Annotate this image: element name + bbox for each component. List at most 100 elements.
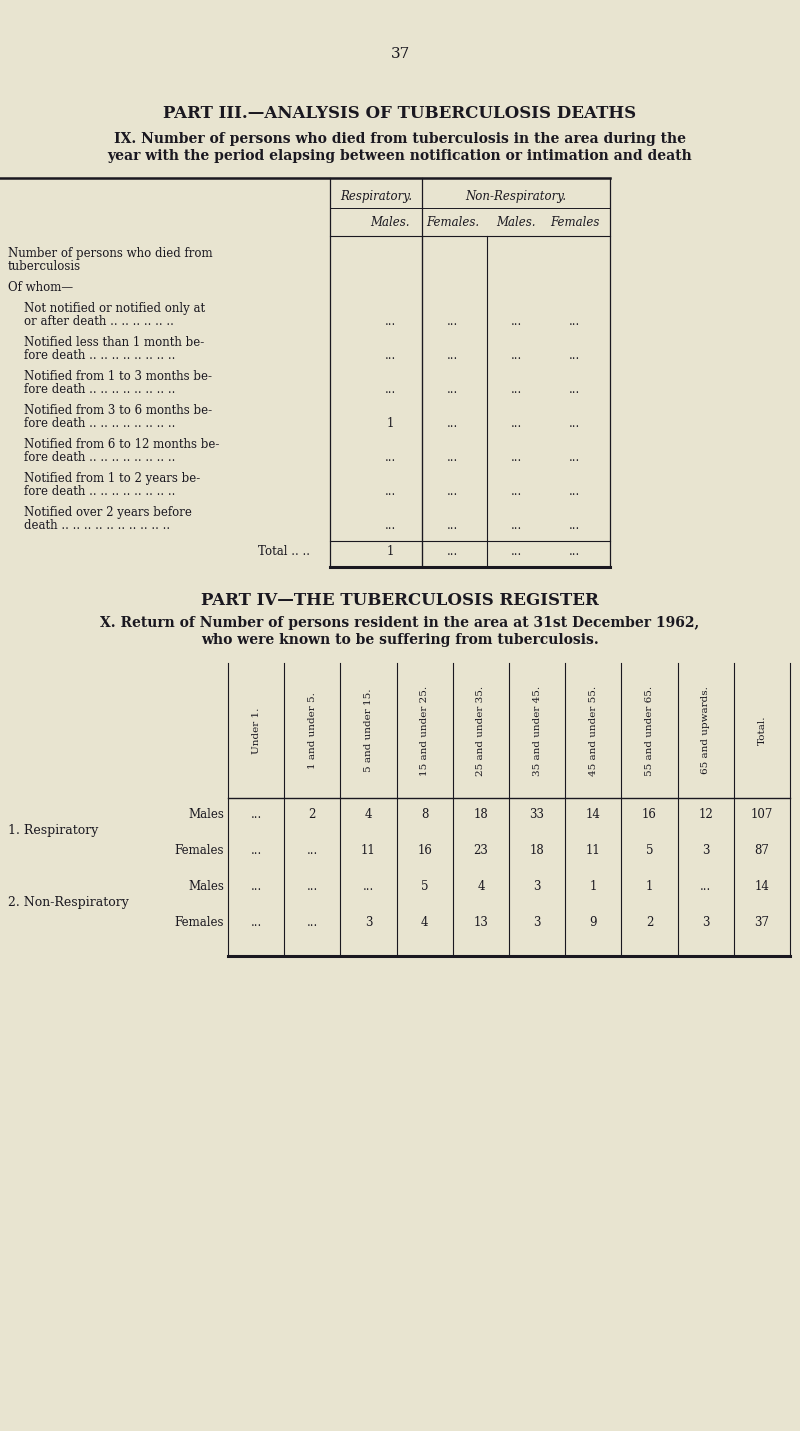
Text: fore death .. .. .. .. .. .. .. ..: fore death .. .. .. .. .. .. .. .. [24, 349, 175, 362]
Text: ...: ... [570, 485, 581, 498]
Text: ...: ... [250, 844, 262, 857]
Text: 55 and under 65.: 55 and under 65. [645, 685, 654, 776]
Text: Number of persons who died from: Number of persons who died from [8, 248, 213, 260]
Text: 23: 23 [474, 844, 488, 857]
Text: ...: ... [510, 384, 522, 396]
Text: ...: ... [510, 485, 522, 498]
Text: 25 and under 35.: 25 and under 35. [477, 685, 486, 776]
Text: ...: ... [447, 384, 458, 396]
Text: ...: ... [510, 315, 522, 328]
Text: 5 and under 15.: 5 and under 15. [364, 688, 373, 773]
Text: ...: ... [570, 384, 581, 396]
Text: PART IV—THE TUBERCULOSIS REGISTER: PART IV—THE TUBERCULOSIS REGISTER [201, 592, 599, 610]
Text: 2. Non-Respiratory: 2. Non-Respiratory [8, 896, 129, 909]
Text: 16: 16 [418, 844, 432, 857]
Text: ...: ... [570, 315, 581, 328]
Text: Notified from 1 to 2 years be-: Notified from 1 to 2 years be- [24, 472, 200, 485]
Text: 35 and under 45.: 35 and under 45. [533, 685, 542, 776]
Text: Males.: Males. [496, 216, 536, 229]
Text: 4: 4 [365, 809, 372, 821]
Text: 11: 11 [586, 844, 601, 857]
Text: 1: 1 [646, 880, 653, 893]
Text: 18: 18 [474, 809, 488, 821]
Text: PART III.—ANALYSIS OF TUBERCULOSIS DEATHS: PART III.—ANALYSIS OF TUBERCULOSIS DEATH… [163, 104, 637, 122]
Text: fore death .. .. .. .. .. .. .. ..: fore death .. .. .. .. .. .. .. .. [24, 485, 175, 498]
Text: ...: ... [510, 451, 522, 464]
Text: 5: 5 [646, 844, 654, 857]
Text: Notified less than 1 month be-: Notified less than 1 month be- [24, 336, 204, 349]
Text: 1. Respiratory: 1. Respiratory [8, 824, 98, 837]
Text: fore death .. .. .. .. .. .. .. ..: fore death .. .. .. .. .. .. .. .. [24, 416, 175, 429]
Text: ...: ... [570, 349, 581, 362]
Text: ...: ... [384, 519, 396, 532]
Text: Respiratory.: Respiratory. [340, 190, 412, 203]
Text: 45 and under 55.: 45 and under 55. [589, 685, 598, 776]
Text: ...: ... [447, 519, 458, 532]
Text: death .. .. .. .. .. .. .. .. .. ..: death .. .. .. .. .. .. .. .. .. .. [24, 519, 170, 532]
Text: Females.: Females. [426, 216, 479, 229]
Text: ...: ... [447, 416, 458, 429]
Text: ...: ... [570, 451, 581, 464]
Text: 37: 37 [390, 47, 410, 62]
Text: ...: ... [384, 451, 396, 464]
Text: Males: Males [188, 809, 224, 821]
Text: ...: ... [570, 519, 581, 532]
Text: 13: 13 [474, 916, 488, 929]
Text: Total.: Total. [758, 716, 766, 746]
Text: Notified from 3 to 6 months be-: Notified from 3 to 6 months be- [24, 404, 212, 416]
Text: 1: 1 [386, 416, 394, 429]
Text: 8: 8 [421, 809, 428, 821]
Text: 2: 2 [309, 809, 316, 821]
Text: Males.: Males. [370, 216, 410, 229]
Text: 14: 14 [586, 809, 601, 821]
Text: ...: ... [447, 451, 458, 464]
Text: 3: 3 [534, 880, 541, 893]
Text: ...: ... [250, 916, 262, 929]
Text: 9: 9 [590, 916, 597, 929]
Text: 87: 87 [754, 844, 770, 857]
Text: ...: ... [306, 916, 318, 929]
Text: ...: ... [510, 416, 522, 429]
Text: or after death .. .. .. .. .. ..: or after death .. .. .. .. .. .. [24, 315, 174, 328]
Text: Males: Males [188, 880, 224, 893]
Text: ...: ... [250, 809, 262, 821]
Text: 18: 18 [530, 844, 545, 857]
Text: 33: 33 [530, 809, 545, 821]
Text: IX. Number of persons who died from tuberculosis in the area during the: IX. Number of persons who died from tube… [114, 132, 686, 146]
Text: ...: ... [700, 880, 711, 893]
Text: ...: ... [447, 315, 458, 328]
Text: 65 and upwards.: 65 and upwards. [701, 687, 710, 774]
Text: 14: 14 [754, 880, 770, 893]
Text: 1: 1 [386, 545, 394, 558]
Text: 3: 3 [365, 916, 372, 929]
Text: year with the period elapsing between notification or intimation and death: year with the period elapsing between no… [108, 149, 692, 163]
Text: Not notified or notified only at: Not notified or notified only at [24, 302, 205, 315]
Text: Of whom—: Of whom— [8, 280, 73, 293]
Text: Females: Females [550, 216, 600, 229]
Text: Total .. ..: Total .. .. [258, 545, 310, 558]
Text: ...: ... [384, 349, 396, 362]
Text: ...: ... [570, 416, 581, 429]
Text: ...: ... [510, 545, 522, 558]
Text: ...: ... [510, 349, 522, 362]
Text: ...: ... [306, 844, 318, 857]
Text: fore death .. .. .. .. .. .. .. ..: fore death .. .. .. .. .. .. .. .. [24, 451, 175, 464]
Text: ...: ... [363, 880, 374, 893]
Text: Under 1.: Under 1. [252, 707, 261, 754]
Text: ...: ... [447, 349, 458, 362]
Text: Notified from 1 to 3 months be-: Notified from 1 to 3 months be- [24, 371, 212, 384]
Text: 4: 4 [421, 916, 429, 929]
Text: ...: ... [570, 545, 581, 558]
Text: ...: ... [250, 880, 262, 893]
Text: who were known to be suffering from tuberculosis.: who were known to be suffering from tube… [201, 633, 599, 647]
Text: fore death .. .. .. .. .. .. .. ..: fore death .. .. .. .. .. .. .. .. [24, 384, 175, 396]
Text: 3: 3 [702, 916, 710, 929]
Text: Notified over 2 years before: Notified over 2 years before [24, 507, 192, 519]
Text: 5: 5 [421, 880, 429, 893]
Text: 12: 12 [698, 809, 713, 821]
Text: 1 and under 5.: 1 and under 5. [308, 693, 317, 768]
Text: 3: 3 [702, 844, 710, 857]
Text: ...: ... [510, 519, 522, 532]
Text: 4: 4 [477, 880, 485, 893]
Text: tuberculosis: tuberculosis [8, 260, 81, 273]
